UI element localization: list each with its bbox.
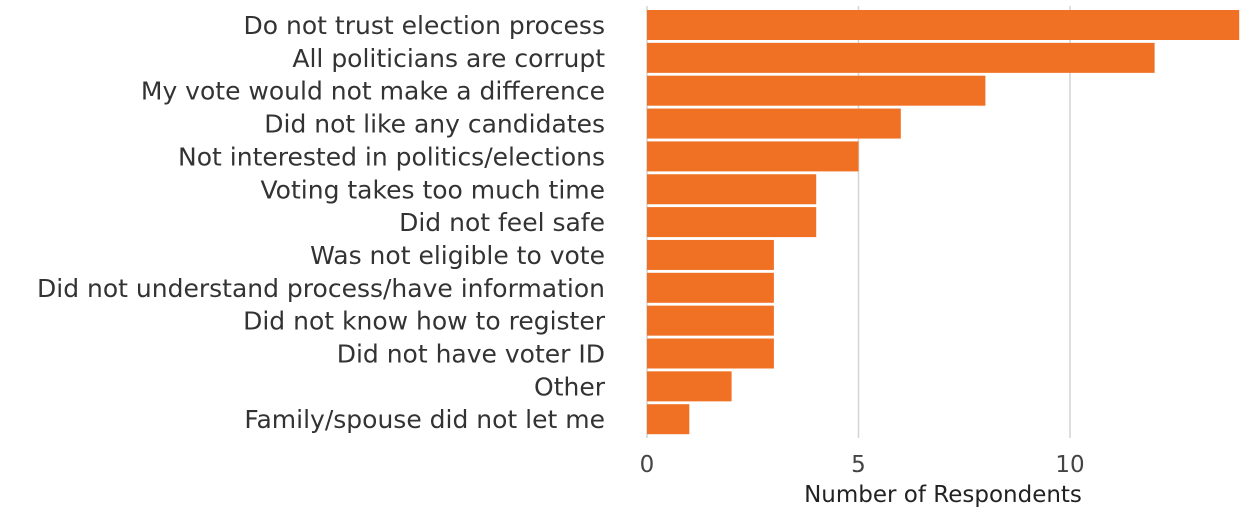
category-label: Was not eligible to vote [310, 241, 605, 270]
bar [647, 404, 690, 435]
bar [647, 239, 774, 270]
category-labels: Do not trust election process All politic… [37, 11, 606, 434]
category-label: Not interested in politics/elections [178, 142, 605, 171]
bar [647, 305, 774, 336]
bar [647, 338, 774, 369]
bar [647, 108, 901, 139]
category-label: Do not trust election process [244, 11, 605, 40]
x-axis-title: Number of Respondents [804, 482, 1082, 508]
x-tick-label: 5 [851, 452, 866, 478]
category-label: Voting takes too much time [261, 175, 605, 204]
bar [647, 141, 859, 172]
bar [647, 75, 986, 106]
x-tick-label: 10 [1055, 452, 1084, 478]
bar [647, 42, 1155, 73]
x-tick-label: 0 [640, 452, 655, 478]
bar [647, 207, 817, 238]
category-label: Other [534, 372, 606, 401]
category-label: All politicians are corrupt [292, 44, 605, 73]
category-label: Family/spouse did not let me [244, 405, 605, 434]
bar [647, 174, 817, 205]
category-label: Did not know how to register [243, 307, 606, 336]
bar [647, 10, 1240, 40]
category-label: Did not have voter ID [337, 340, 605, 369]
bar [647, 371, 732, 402]
category-label: Did not understand process/have informat… [37, 274, 605, 303]
bar [647, 272, 774, 303]
bars-group [647, 10, 1240, 435]
x-tick-labels: 0 5 10 [640, 452, 1085, 478]
category-label: My vote would not make a difference [141, 77, 605, 106]
category-label: Did not like any candidates [264, 110, 605, 139]
category-label: Did not feel safe [399, 208, 605, 237]
